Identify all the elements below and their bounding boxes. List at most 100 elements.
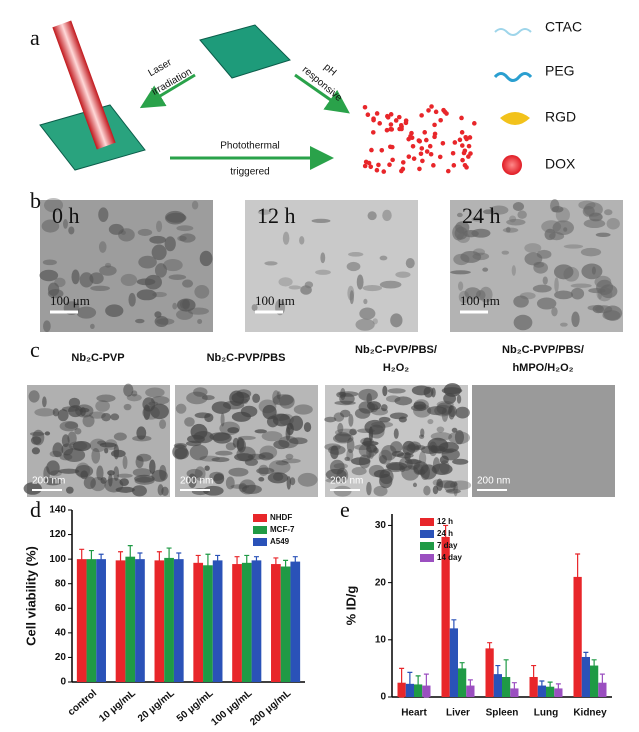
time-label: 24 h [462, 203, 501, 228]
schematic [39, 20, 533, 175]
texture [600, 284, 618, 299]
texture [570, 287, 585, 300]
dox-dot [419, 146, 425, 151]
texture [42, 259, 57, 266]
texture [337, 422, 344, 434]
texture [563, 244, 584, 249]
texture [134, 474, 155, 483]
texture [285, 453, 294, 460]
bar [125, 556, 136, 682]
dox-dot [376, 162, 381, 168]
y-tick-label: 20 [375, 577, 387, 588]
dox-dot [417, 138, 423, 144]
dox-dot [390, 157, 395, 163]
error-bar [215, 554, 221, 566]
texture [136, 278, 156, 286]
texture [150, 403, 169, 420]
texture [511, 265, 516, 276]
texture [57, 409, 69, 422]
texture [347, 285, 355, 301]
bar [251, 560, 262, 682]
texture [404, 459, 422, 465]
texture [362, 284, 383, 292]
legend-swatch [420, 518, 434, 526]
texture [107, 470, 115, 476]
dox-dot [461, 150, 467, 156]
texture [191, 200, 199, 210]
error-bar [166, 547, 172, 569]
texture [119, 478, 129, 487]
texture [110, 413, 120, 421]
bar [280, 566, 291, 682]
y-tick-label: 60 [55, 603, 67, 614]
legend-swatch [420, 554, 434, 562]
y-tick-label: 140 [49, 505, 66, 516]
texture [184, 417, 195, 427]
texture [297, 472, 318, 487]
texture [344, 456, 350, 461]
dox-dot [424, 137, 429, 143]
bar [271, 564, 281, 682]
texture [272, 472, 284, 481]
texture [382, 385, 388, 397]
texture [268, 459, 291, 475]
texture [272, 394, 294, 406]
bar [449, 628, 458, 697]
texture [405, 258, 415, 269]
y-tick-label: 80 [55, 578, 67, 589]
texture [351, 467, 367, 476]
texture [258, 477, 265, 482]
texture [412, 482, 418, 488]
dox-dot [420, 158, 425, 164]
texture [54, 277, 66, 288]
texture [348, 252, 364, 257]
dox-dot [410, 143, 416, 149]
error-bar [415, 675, 421, 694]
error-bar [156, 551, 162, 570]
texture [275, 460, 289, 466]
texture [254, 429, 267, 434]
texture [320, 252, 326, 264]
texture [519, 292, 536, 300]
dox-dot [371, 117, 376, 123]
error-bar [575, 553, 581, 601]
texture [71, 269, 80, 285]
texture [449, 480, 472, 491]
error-bar [583, 651, 589, 663]
texture [62, 406, 80, 412]
dox-dot [365, 112, 371, 118]
texture [203, 485, 224, 496]
texture [96, 394, 116, 403]
texture [52, 442, 64, 458]
condition-title: Nb₂C-PVP/PBS [207, 352, 286, 364]
texture [396, 452, 414, 459]
texture [382, 209, 392, 222]
time-label: 0 h [52, 203, 80, 228]
texture [231, 411, 251, 422]
texture [348, 414, 354, 427]
dox-dot [427, 143, 433, 149]
schematic-label: Photothermal [220, 141, 279, 152]
texture [104, 447, 109, 454]
texture [186, 391, 208, 405]
texture [149, 235, 167, 244]
dox-dot [384, 127, 390, 133]
dox-dot [374, 111, 380, 116]
texture [82, 414, 95, 428]
scale-label: 100 μm [460, 293, 500, 308]
texture [98, 241, 107, 253]
texture [420, 428, 425, 438]
texture [172, 302, 178, 310]
texture [431, 387, 436, 398]
bar [590, 665, 599, 697]
texture [44, 431, 51, 436]
texture [581, 263, 603, 280]
texture [189, 444, 209, 461]
texture [571, 311, 580, 328]
legend-label: 7 day [437, 541, 458, 550]
error-bar [547, 681, 553, 692]
texture [145, 387, 165, 398]
texture [560, 322, 568, 327]
error-bar [531, 664, 537, 690]
texture [239, 479, 256, 495]
